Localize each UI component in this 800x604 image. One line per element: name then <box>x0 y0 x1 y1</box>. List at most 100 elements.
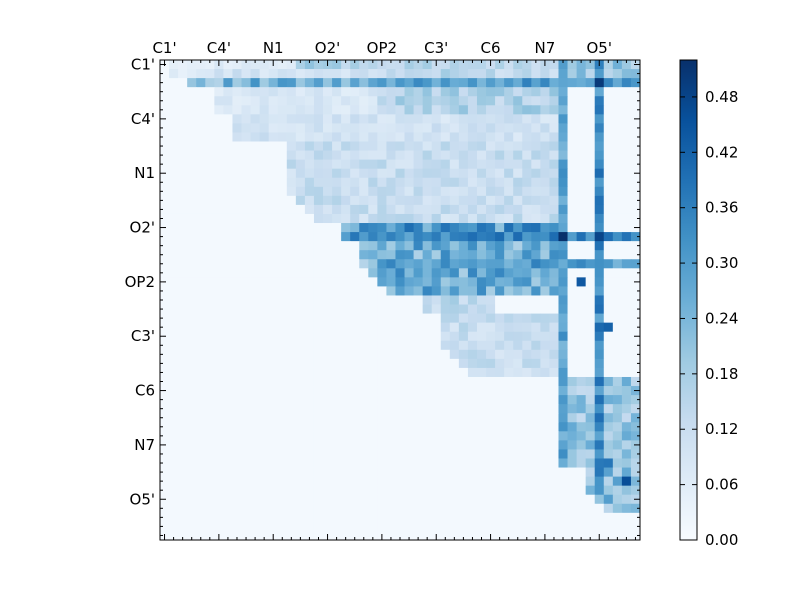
heatmap-cell <box>386 413 396 423</box>
heatmap-cell <box>404 159 414 170</box>
heatmap-cell <box>458 512 469 523</box>
heatmap-cell <box>558 367 568 378</box>
heatmap-cell <box>440 241 451 251</box>
heatmap-cell <box>603 295 614 305</box>
heatmap-cell <box>467 78 478 88</box>
heatmap-cell <box>196 440 206 450</box>
heatmap-cell <box>359 395 369 405</box>
heatmap-cell <box>232 413 242 423</box>
heatmap-cell <box>214 141 224 151</box>
heatmap-cell <box>467 60 478 70</box>
heatmap-cell <box>268 440 279 450</box>
heatmap-cell <box>377 186 387 197</box>
heatmap-cell <box>313 431 324 441</box>
heatmap-cell <box>323 159 333 170</box>
heatmap-cell <box>323 268 333 278</box>
heatmap-cell <box>476 168 487 179</box>
heatmap-cell <box>377 177 387 188</box>
heatmap-cell <box>196 422 206 432</box>
x-tick-label: C1' <box>152 39 176 57</box>
heatmap-cell <box>522 78 532 88</box>
heatmap-cell <box>540 268 550 278</box>
heatmap-cell <box>486 186 496 197</box>
heatmap-cell <box>486 467 496 478</box>
heatmap-cell <box>594 431 605 441</box>
heatmap-cell <box>205 87 215 97</box>
heatmap-cell <box>513 69 523 79</box>
heatmap-cell <box>268 458 279 468</box>
heatmap-cell <box>449 268 460 278</box>
heatmap-cell <box>486 358 496 369</box>
heatmap-cell <box>178 304 188 314</box>
heatmap-cell <box>196 313 206 324</box>
heatmap-cell <box>277 105 288 115</box>
heatmap-cell <box>223 232 233 242</box>
heatmap-cell <box>567 476 578 487</box>
heatmap-cell <box>513 367 523 378</box>
heatmap-cell <box>268 313 279 324</box>
heatmap-cell <box>621 213 632 224</box>
heatmap-cell <box>232 168 242 179</box>
heatmap-cell <box>449 241 460 251</box>
heatmap-cell <box>558 386 568 396</box>
heatmap-cell <box>323 367 333 378</box>
heatmap-cell <box>214 404 224 414</box>
heatmap-cell <box>585 476 596 487</box>
heatmap-cell <box>531 259 541 269</box>
heatmap-cell <box>268 367 279 378</box>
heatmap-cell <box>332 277 342 287</box>
heatmap-cell <box>504 395 514 405</box>
heatmap-cell <box>205 60 215 70</box>
heatmap-cell <box>313 87 324 97</box>
heatmap-cell <box>413 60 424 70</box>
heatmap-cell <box>323 87 333 97</box>
heatmap-cell <box>323 69 333 79</box>
heatmap-cell <box>630 404 641 414</box>
heatmap-cell <box>558 87 568 97</box>
heatmap-cell <box>531 295 541 305</box>
heatmap-cell <box>585 204 596 215</box>
heatmap-cell <box>304 105 315 115</box>
heatmap-cell <box>467 331 478 342</box>
heatmap-cell <box>458 367 469 378</box>
heatmap-cell <box>232 69 242 79</box>
heatmap-cell <box>241 413 251 423</box>
heatmap-cell <box>504 431 514 441</box>
heatmap-cell <box>332 404 342 414</box>
x-tick-label: N7 <box>535 39 556 57</box>
heatmap-cell <box>178 340 188 351</box>
heatmap-cell <box>187 168 197 179</box>
heatmap-cell <box>196 367 206 378</box>
heatmap-cell <box>504 87 514 97</box>
heatmap-cell <box>603 304 614 314</box>
heatmap-cell <box>513 521 523 532</box>
heatmap-cell <box>196 349 206 360</box>
heatmap-cell <box>323 168 333 179</box>
heatmap-cell <box>214 413 224 423</box>
heatmap-cell <box>549 132 559 142</box>
heatmap-cell <box>160 512 170 523</box>
heatmap-cell <box>467 177 478 188</box>
heatmap-cell <box>458 331 469 342</box>
heatmap-cell <box>621 494 632 505</box>
heatmap-cell <box>404 114 414 124</box>
heatmap-cell <box>549 431 559 441</box>
heatmap-cell <box>404 168 414 179</box>
heatmap-cell <box>413 223 424 233</box>
heatmap-cell <box>504 241 514 251</box>
heatmap-cell <box>467 494 478 505</box>
heatmap-cell <box>259 96 270 106</box>
heatmap-cell <box>413 159 424 170</box>
heatmap-cell <box>295 250 306 260</box>
heatmap-cell <box>259 313 270 324</box>
heatmap-cell <box>458 395 469 405</box>
heatmap-cell <box>304 69 315 79</box>
heatmap-cell <box>187 259 197 269</box>
heatmap-cell <box>621 60 632 70</box>
heatmap-cell <box>232 458 242 468</box>
heatmap-cell <box>386 105 396 115</box>
heatmap-cell <box>476 96 487 106</box>
heatmap-cell <box>495 530 505 541</box>
heatmap-cell <box>377 141 387 151</box>
